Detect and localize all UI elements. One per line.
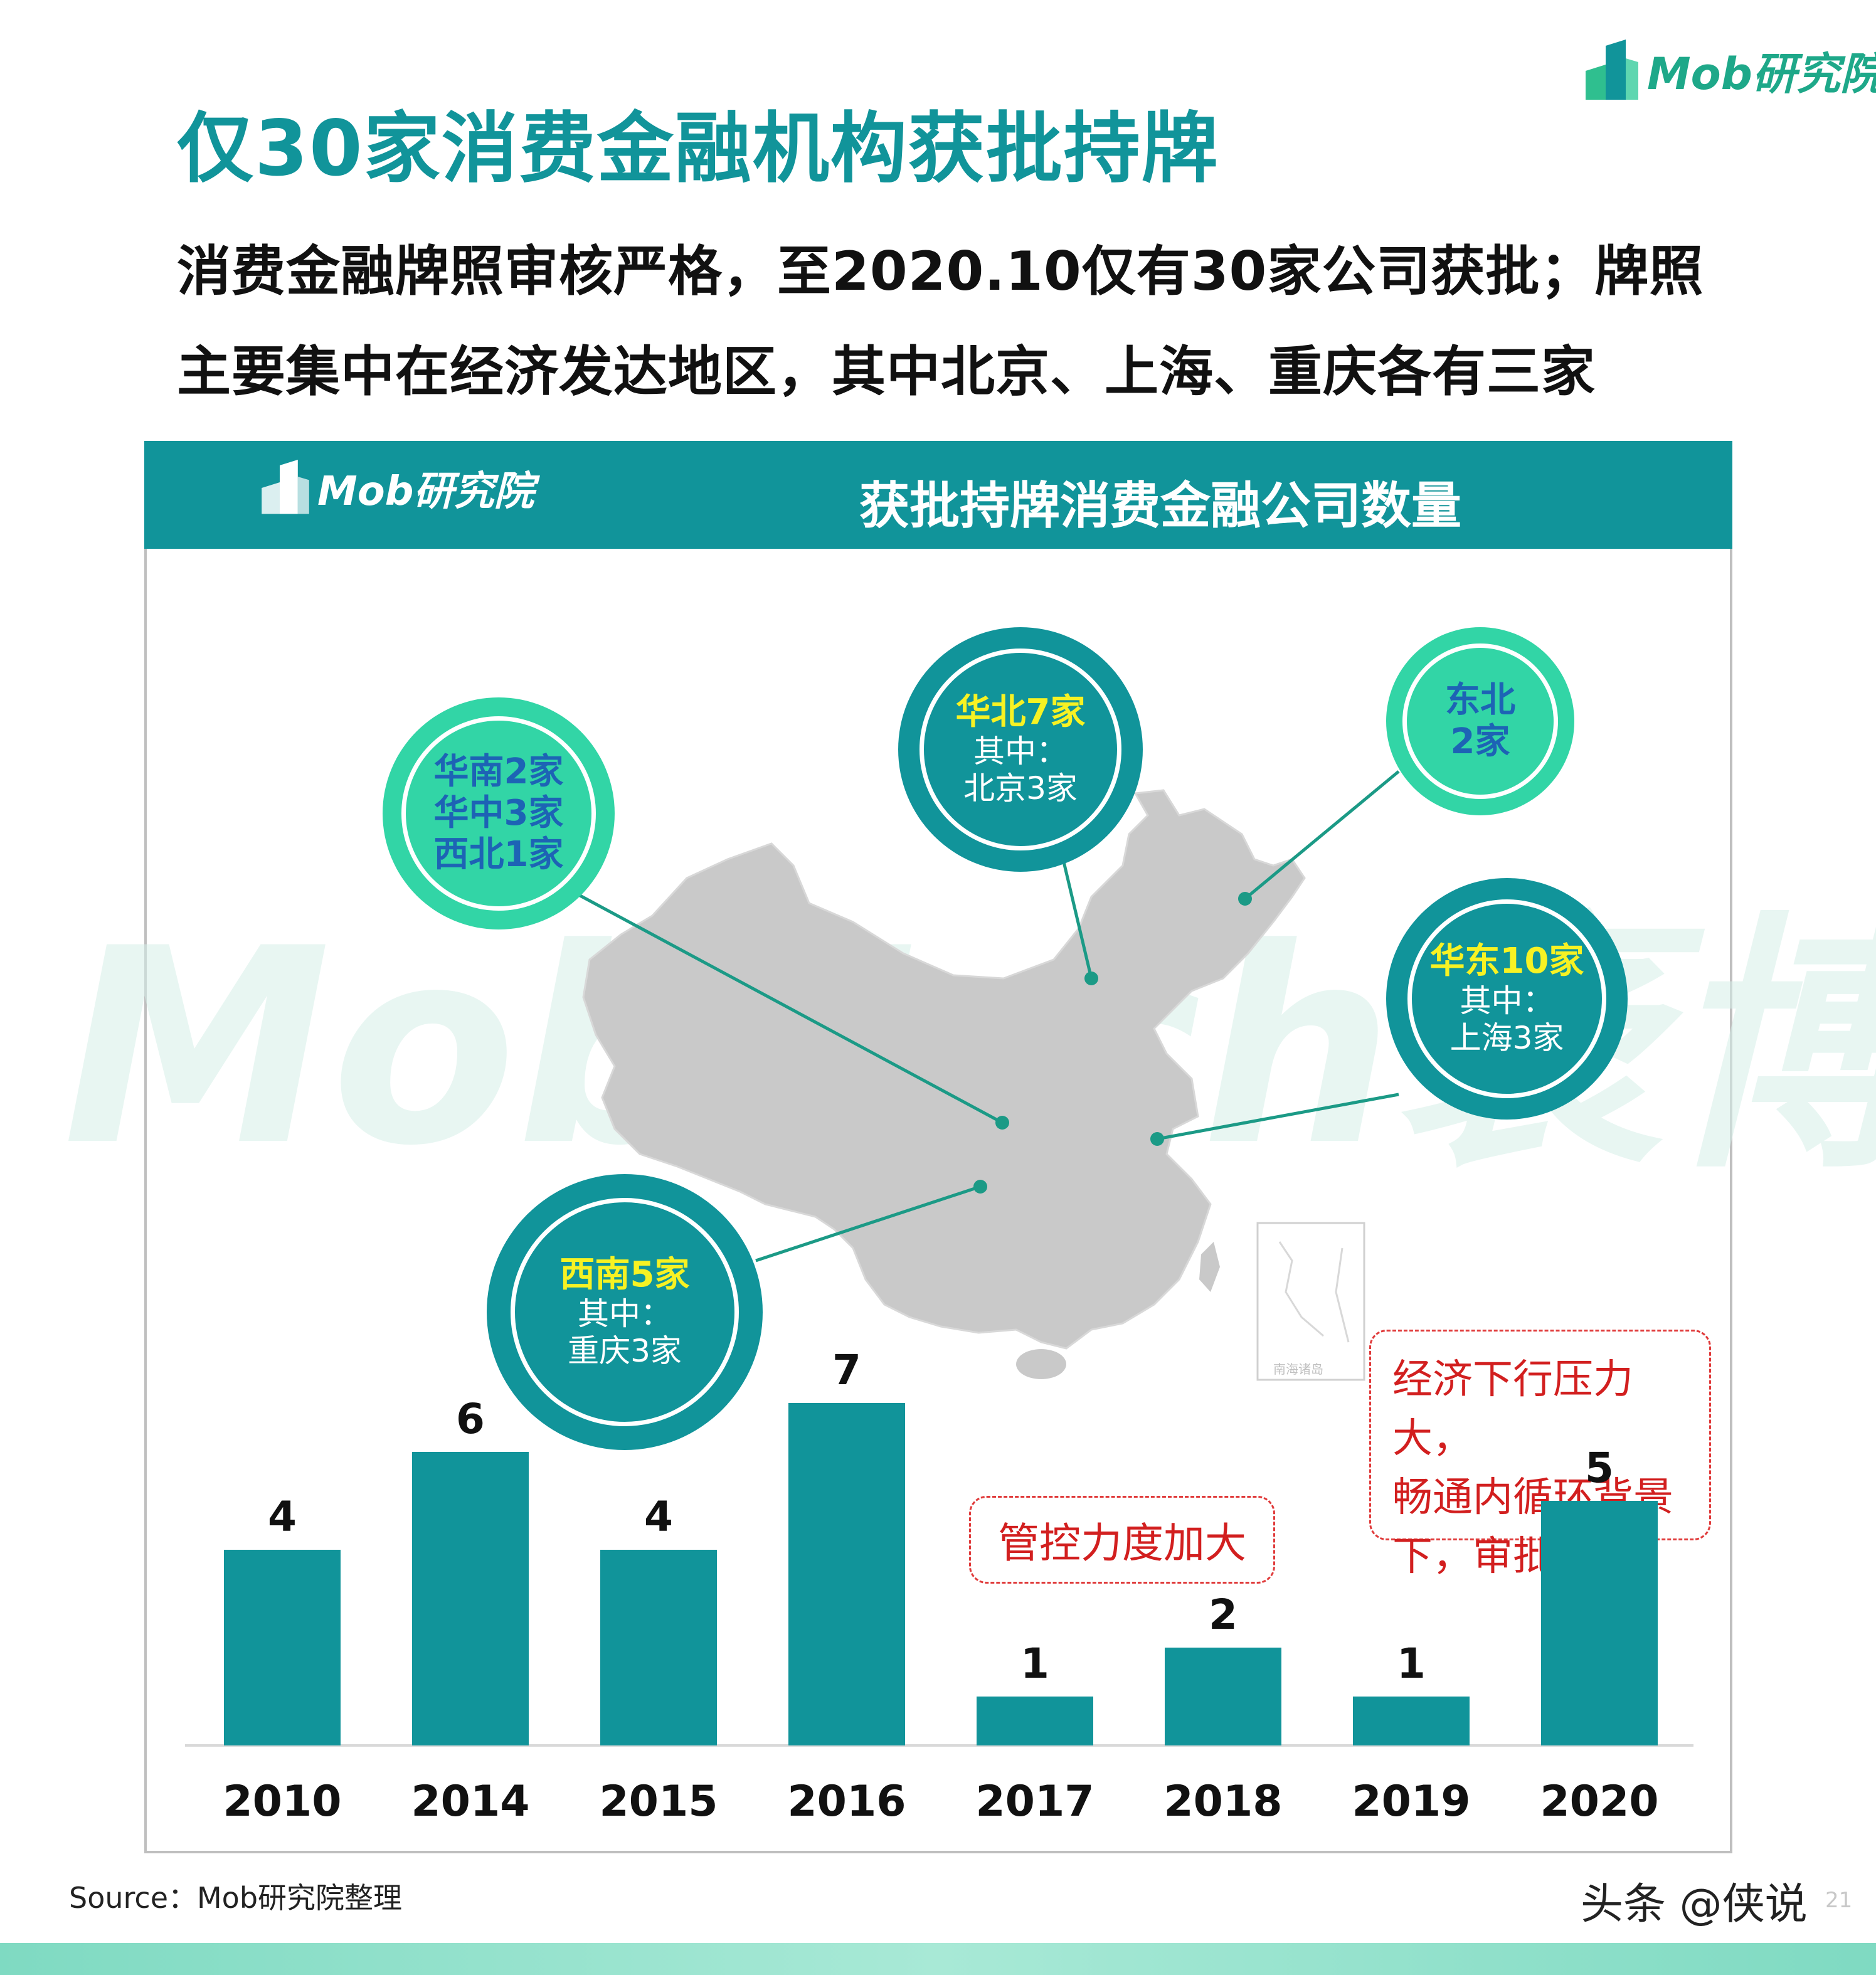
note-control-text: 管控力度加大	[998, 1519, 1246, 1567]
bar-2018	[1165, 1648, 1281, 1745]
region-line: 上海3家	[1449, 1019, 1564, 1056]
chart-panel-header	[144, 441, 1732, 549]
panel-logo: Mob研究院	[257, 459, 534, 517]
x-tick-label: 2017	[975, 1777, 1094, 1826]
subtitle-line-1: 消费金融牌照审核严格，至2020.10仅有30家公司获批；牌照	[177, 240, 1704, 303]
south-sea-inset	[1256, 1222, 1365, 1381]
region-line: 西北1家	[433, 834, 564, 876]
region-line: 其中：	[1460, 982, 1554, 1019]
x-tick-label: 2018	[1163, 1777, 1282, 1826]
region-line: 其中：	[973, 733, 1068, 770]
map-dot-shanghai	[1150, 1132, 1164, 1146]
subtitle-line-2: 主要集中在经济发达地区，其中北京、上海、重庆各有三家	[177, 341, 1596, 403]
region-line: 其中：	[578, 1296, 672, 1333]
bar-2019	[1353, 1697, 1470, 1745]
page-title: 仅30家消费金融机构获批持牌	[177, 104, 1219, 193]
x-tick-label: 2020	[1540, 1777, 1658, 1826]
region-line: 2家	[1450, 721, 1510, 762]
region-headline: 西南5家	[559, 1254, 690, 1295]
bottom-band	[0, 1943, 1876, 1975]
bubble-east: 华东10家 其中： 上海3家	[1386, 878, 1628, 1120]
region-line: 华中3家	[433, 792, 564, 834]
bubble-north: 华北7家 其中： 北京3家	[898, 627, 1143, 872]
x-tick-label: 2019	[1352, 1777, 1470, 1826]
bubble-southwest: 西南5家 其中： 重庆3家	[487, 1174, 763, 1450]
bar-2020	[1541, 1501, 1658, 1745]
footer-watermark: 头条 @侠说	[1581, 1880, 1808, 1929]
note-control: 管控力度加大	[969, 1496, 1275, 1584]
connector-lines	[570, 770, 1400, 1263]
brand-logo: Mob研究院	[1581, 39, 1876, 102]
bar-value-label: 7	[832, 1346, 861, 1394]
connector-southwest	[755, 1185, 981, 1263]
inset-label: 南海诸岛	[1273, 1362, 1323, 1377]
map-dot-central	[995, 1116, 1009, 1130]
region-headline: 华北7家	[955, 691, 1086, 733]
map-dot-northeast	[1238, 892, 1252, 906]
connector-south	[570, 889, 1004, 1125]
note-economy-line: 经济下行压力大，	[1392, 1357, 1633, 1462]
bar-value-label: 1	[1020, 1639, 1049, 1688]
panel-logo-text: Mob研究院	[317, 469, 534, 515]
bubble-northeast: 东北 2家	[1386, 627, 1574, 815]
bar-2010	[224, 1550, 341, 1745]
china-map-shape	[582, 789, 1306, 1350]
region-line: 北京3家	[963, 770, 1078, 807]
bar-2017	[977, 1697, 1093, 1745]
connector-north	[1061, 859, 1093, 979]
source-note: Source：Mob研究院整理	[69, 1881, 403, 1915]
region-line: 华南2家	[433, 751, 564, 792]
hainan-island	[1016, 1349, 1066, 1379]
bar-value-label: 5	[1585, 1444, 1614, 1492]
x-tick-label: 2010	[223, 1777, 341, 1826]
panel-logo-icon	[262, 460, 309, 514]
connector-northeast	[1244, 770, 1400, 900]
logo-text: Mob研究院	[1647, 48, 1876, 100]
connector-east	[1157, 1093, 1399, 1141]
region-line: 东北	[1445, 679, 1515, 721]
map-dot-chongqing	[973, 1180, 987, 1194]
bar-2015	[600, 1550, 717, 1745]
region-headline: 华东10家	[1429, 941, 1584, 982]
bar-value-label: 4	[268, 1493, 297, 1541]
bar-2014	[412, 1452, 529, 1745]
region-line: 重庆3家	[568, 1333, 682, 1370]
bar-value-label: 4	[644, 1493, 673, 1541]
x-tick-label: 2015	[599, 1777, 718, 1826]
page-number: 21	[1825, 1888, 1853, 1913]
bar-value-label: 6	[456, 1395, 485, 1443]
bubble-south-central-northwest: 华南2家 华中3家 西北1家	[383, 697, 615, 929]
map-dot-beijing	[1084, 972, 1098, 985]
bar-value-label: 2	[1209, 1591, 1237, 1639]
chart-title: 获批持牌消费金融公司数量	[859, 477, 1461, 535]
x-tick-label: 2016	[787, 1777, 906, 1826]
bar-2016	[788, 1403, 905, 1745]
taiwan-island	[1199, 1242, 1220, 1292]
x-tick-label: 2014	[411, 1777, 529, 1826]
logo-building-icon	[1586, 39, 1638, 100]
bar-value-label: 1	[1397, 1639, 1426, 1688]
